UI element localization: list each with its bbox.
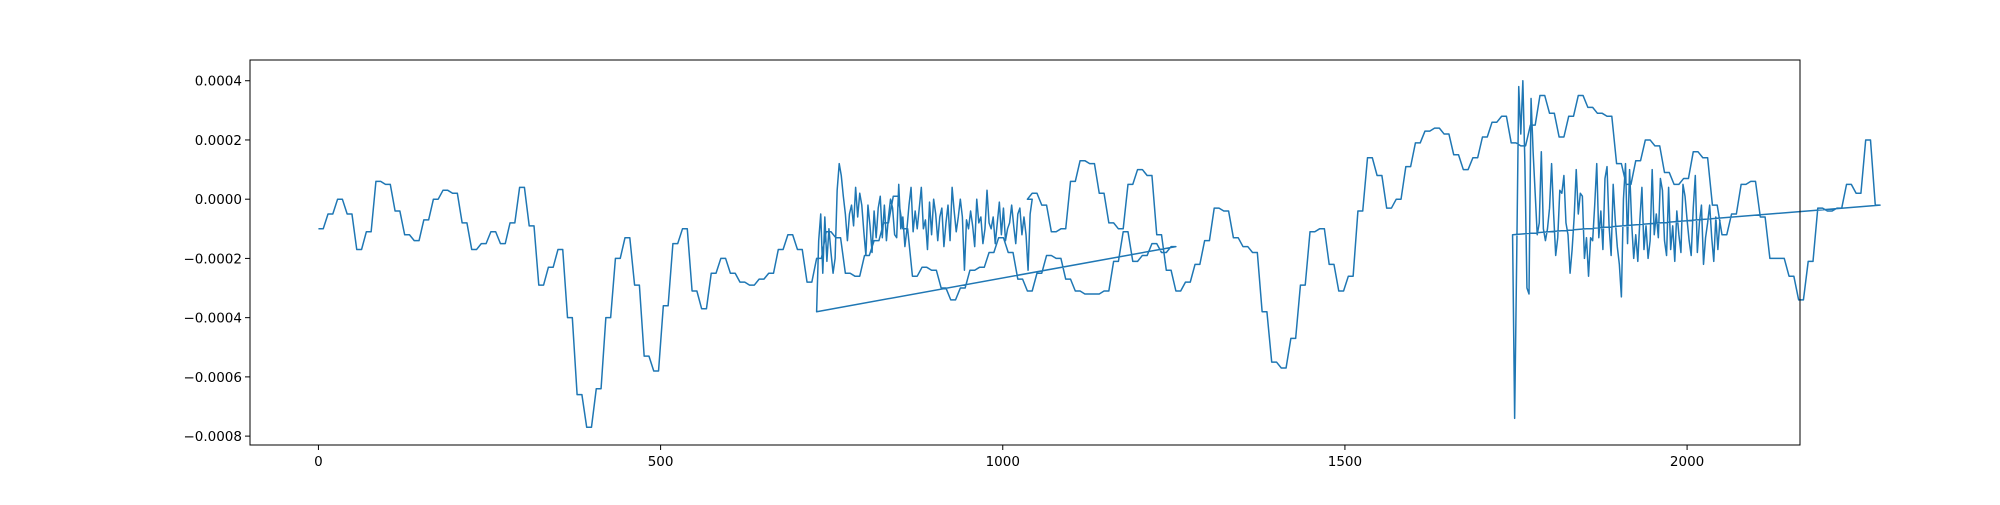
x-tick-label: 1000 [986,454,1020,470]
y-tick-label: −0.0002 [183,251,242,267]
x-tick-label: 1500 [1328,454,1362,470]
x-tick-label: 2000 [1670,454,1704,470]
y-axis: 0.0004 0.0002 0.0000 −0.0002 −0.0004 −0.0006 −… [183,74,250,445]
y-tick-label: 0.0004 [195,74,242,90]
x-axis: 0 500 1000 1500 2000 [314,445,1704,470]
x-tick-label: 500 [648,454,674,470]
plot-frame [249,59,1801,446]
series-line-0 [318,79,1881,428]
y-tick-label: −0.0006 [183,370,242,386]
plot-area [250,60,1800,445]
series-layer [318,79,1881,428]
y-tick-label: 0.0000 [195,192,242,208]
x-tick-label: 0 [314,454,323,470]
y-tick-label: −0.0008 [183,429,242,445]
y-tick-label: −0.0004 [183,311,242,327]
y-tick-label: 0.0002 [195,133,242,149]
